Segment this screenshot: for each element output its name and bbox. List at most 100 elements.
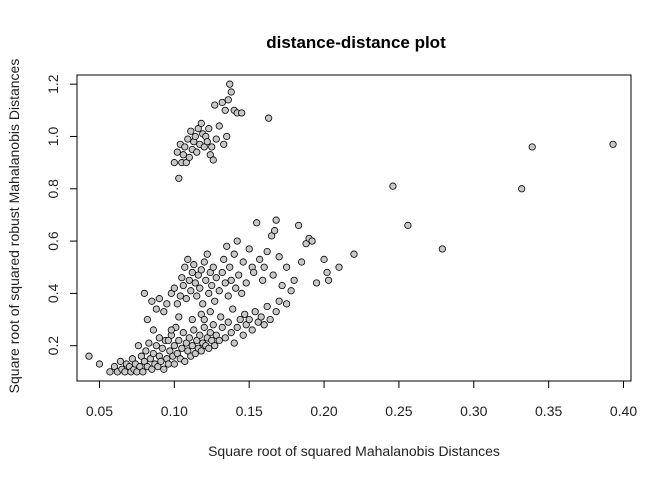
data-point: [245, 315, 253, 324]
data-point: [157, 357, 165, 365]
data-point: [176, 292, 184, 300]
data-point: [175, 174, 183, 182]
data-point: [238, 109, 246, 117]
data-point: [187, 287, 195, 295]
data-point: [199, 300, 207, 308]
data-point: [308, 237, 316, 245]
data-point: [137, 352, 145, 360]
data-point: [438, 245, 446, 253]
data-point: [203, 138, 211, 146]
data-point: [191, 349, 199, 358]
data-point: [211, 342, 219, 350]
data-point: [209, 263, 217, 271]
data-point: [140, 357, 148, 365]
data-point: [148, 297, 156, 305]
data-point: [170, 342, 178, 350]
data-point: [128, 355, 136, 363]
data-point: [218, 98, 226, 107]
data-point: [206, 268, 214, 277]
data-point: [275, 253, 283, 261]
data-point: [208, 336, 216, 345]
data-point: [528, 143, 536, 151]
data-point: [218, 268, 226, 277]
data-point: [312, 279, 321, 287]
data-point: [212, 331, 220, 339]
data-point: [185, 153, 193, 161]
data-point: [320, 255, 328, 263]
data-point: [155, 295, 163, 303]
data-point: [209, 156, 217, 164]
data-point: [297, 258, 306, 266]
data-point: [187, 127, 195, 135]
data-point: [209, 321, 217, 329]
data-point: [179, 151, 187, 159]
data-point: [148, 365, 156, 373]
data-point: [294, 221, 303, 229]
x-tick-label: 0.10: [161, 403, 188, 419]
data-point: [275, 297, 283, 305]
data-point: [404, 221, 412, 229]
y-axis: 0.2 0.4 0.6 0.8 1.0 1.2: [45, 74, 78, 355]
data-point: [205, 289, 213, 297]
data-point: [173, 349, 181, 358]
x-tick-label: 0.35: [535, 403, 562, 419]
data-point: [152, 305, 160, 313]
data-point: [278, 281, 286, 290]
data-point: [230, 250, 238, 258]
data-point: [208, 281, 216, 290]
data-point: [190, 326, 198, 334]
x-tick-label: 0.40: [610, 403, 637, 419]
data-point: [271, 227, 279, 235]
data-point: [206, 329, 214, 337]
data-point: [251, 308, 259, 316]
data-point: [227, 276, 235, 284]
data-point: [202, 276, 210, 284]
data-point: [323, 268, 331, 277]
data-point: [302, 240, 310, 248]
data-point: [227, 88, 235, 96]
data-point: [272, 308, 280, 316]
data-point: [239, 258, 247, 266]
data-point: [269, 271, 277, 279]
data-point: [121, 368, 129, 376]
data-point: [518, 185, 526, 193]
data-point: [181, 143, 189, 151]
data-point: [158, 344, 166, 352]
data-point: [263, 247, 271, 256]
data-point: [283, 263, 291, 271]
data-point: [287, 287, 295, 295]
data-point: [290, 276, 298, 284]
data-point: [200, 258, 208, 266]
data-point: [182, 159, 190, 167]
data-point: [164, 360, 172, 368]
data-point: [224, 318, 232, 326]
data-point: [272, 216, 280, 224]
data-point: [283, 300, 291, 308]
data-point: [181, 357, 189, 365]
data-point: [200, 143, 208, 151]
data-point: [134, 342, 142, 350]
data-point: [143, 315, 151, 324]
data-point: [263, 302, 271, 311]
data-point: [95, 360, 104, 368]
y-tick-label: 0.4: [45, 283, 61, 303]
data-point: [136, 363, 144, 371]
data-point: [265, 114, 273, 122]
data-point: [220, 140, 228, 148]
data-point: [149, 326, 157, 334]
data-point: [197, 310, 205, 318]
data-point: [242, 279, 250, 287]
data-point: [226, 263, 234, 271]
data-point: [205, 344, 213, 352]
data-point: [196, 284, 204, 292]
data-point: [226, 80, 234, 88]
data-point: [182, 339, 190, 347]
data-point: [212, 135, 220, 143]
data-point: [175, 336, 183, 345]
data-point: [324, 276, 333, 284]
x-axis-label: Square root of squared Mahalanobis Dista…: [208, 443, 500, 459]
data-point: [142, 347, 150, 355]
data-point: [212, 274, 220, 282]
data-point: [185, 334, 193, 342]
data-point: [248, 326, 256, 334]
